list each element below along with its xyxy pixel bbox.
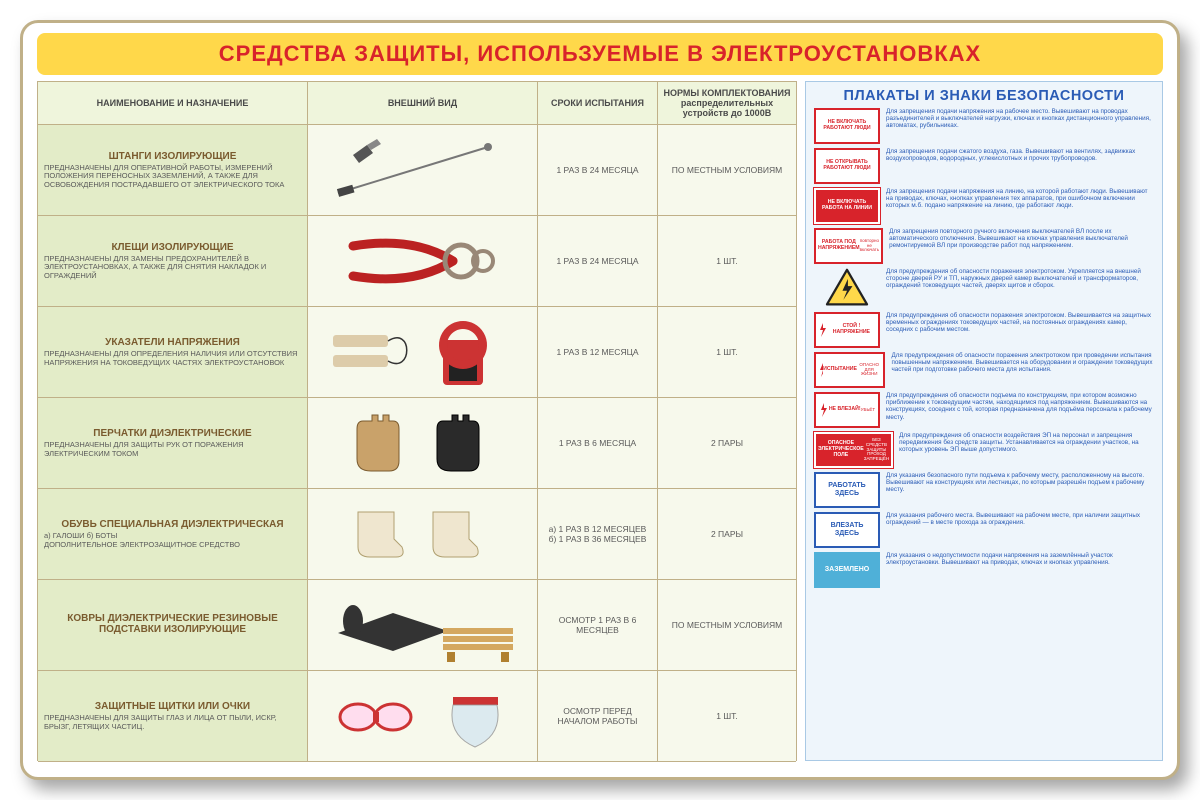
table-row: УКАЗАТЕЛИ НАПРЯЖЕНИЯ ПРЕДНАЗНАЧЕНЫ ДЛЯ О… (38, 307, 796, 398)
item-test: 1 РАЗ В 24 МЕСЯЦА (538, 125, 658, 216)
item-title: ОБУВЬ СПЕЦИАЛЬНАЯ ДИЭЛЕКТРИЧЕСКАЯ (44, 519, 301, 530)
signs-title: ПЛАКАТЫ И ЗНАКИ БЕЗОПАСНОСТИ (814, 88, 1154, 104)
item-norm: 1 ШТ. (658, 216, 796, 307)
sign-row: РАБОТАТЬ ЗДЕСЬ Для указания безопасного п… (814, 472, 1154, 508)
poster-title: СРЕДСТВА ЗАЩИТЫ, ИСПОЛЬЗУЕМЫЕ В ЭЛЕКТРОУ… (37, 33, 1163, 75)
item-image (308, 307, 538, 398)
th-view: ВНЕШНИЙ ВИД (308, 82, 538, 125)
safety-sign: ЗАЗЕМЛЕНО (814, 552, 880, 588)
sign-row: Для предупреждения об опасности поражени… (814, 268, 1154, 308)
item-title: КЛЕЩИ ИЗОЛИРУЮЩИЕ (44, 242, 301, 253)
item-norm: 1 ШТ. (658, 671, 796, 762)
item-desc: ПРЕДНАЗНАЧЕНЫ ДЛЯ ЗАЩИТЫ РУК ОТ ПОРАЖЕНИ… (44, 441, 301, 458)
item-title: ПЕРЧАТКИ ДИЭЛЕКТРИЧЕСКИЕ (44, 428, 301, 439)
item-image (308, 489, 538, 580)
safety-sign: НЕ ВКЛЮЧАТЬ РАБОТАЮТ ЛЮДИ (814, 108, 880, 144)
table-header-row: НАИМЕНОВАНИЕ И НАЗНАЧЕНИЕ ВНЕШНИЙ ВИД СР… (38, 82, 796, 125)
equipment-table: НАИМЕНОВАНИЕ И НАЗНАЧЕНИЕ ВНЕШНИЙ ВИД СР… (37, 81, 797, 761)
item-test: 1 РАЗ В 12 МЕСЯЦА (538, 307, 658, 398)
sign-description: Для указания о недопустимости подачи нап… (886, 552, 1154, 566)
poster-content: НАИМЕНОВАНИЕ И НАЗНАЧЕНИЕ ВНЕШНИЙ ВИД СР… (37, 81, 1163, 761)
item-test: ОСМОТР ПЕРЕД НАЧАЛОМ РАБОТЫ (538, 671, 658, 762)
signs-panel: ПЛАКАТЫ И ЗНАКИ БЕЗОПАСНОСТИ НЕ ВКЛЮЧАТЬ… (805, 81, 1163, 761)
sign-description: Для предупреждения об опасности поражени… (886, 312, 1154, 334)
table-row: ЗАЩИТНЫЕ ЩИТКИ ИЛИ ОЧКИ ПРЕДНАЗНАЧЕНЫ ДЛ… (38, 671, 796, 762)
sign-description: Для запрещения подачи сжатого воздуха, г… (886, 148, 1154, 162)
sign-description: Для предупреждения об опасности поражени… (891, 352, 1154, 374)
safety-sign: ОПАСНОЕ ЭЛЕКТРИЧЕСКОЕ ПОЛЕБЕЗ СРЕДСТВ ЗА… (814, 432, 893, 468)
sign-description: Для запрещения подачи напряжения на рабо… (886, 108, 1154, 130)
item-title: ШТАНГИ ИЗОЛИРУЮЩИЕ (44, 151, 301, 162)
item-desc: а) ГАЛОШИ б) БОТЫДОПОЛНИТЕЛЬНОЕ ЭЛЕКТРОЗ… (44, 532, 301, 549)
sign-description: Для запрещения подачи напряжения на лини… (886, 188, 1154, 210)
item-desc: ПРЕДНАЗНАЧЕНЫ ДЛЯ ЗАЩИТЫ ГЛАЗ И ЛИЦА ОТ … (44, 714, 301, 731)
sign-description: Для указания безопасного пути подъема к … (886, 472, 1154, 494)
item-title: ЗАЩИТНЫЕ ЩИТКИ ИЛИ ОЧКИ (44, 701, 301, 712)
sign-row: НЕ ОТКРЫВАТЬ РАБОТАЮТ ЛЮДИ Для запрещения… (814, 148, 1154, 184)
item-title: УКАЗАТЕЛИ НАПРЯЖЕНИЯ (44, 337, 301, 348)
th-norm: НОРМЫ КОМПЛЕКТОВАНИЯ распределительных у… (658, 82, 796, 125)
sign-row: ЗАЗЕМЛЕНО Для указания о недопустимости п… (814, 552, 1154, 588)
item-image (308, 580, 538, 671)
item-norm: 1 ШТ. (658, 307, 796, 398)
sign-description: Для запрещения повторного ручного включе… (889, 228, 1154, 250)
safety-sign: НЕ ВКЛЮЧАТЬ РАБОТА НА ЛИНИИ (814, 188, 880, 224)
safety-poster: СРЕДСТВА ЗАЩИТЫ, ИСПОЛЬЗУЕМЫЕ В ЭЛЕКТРОУ… (20, 20, 1180, 780)
table-row: ШТАНГИ ИЗОЛИРУЮЩИЕ ПРЕДНАЗНАЧЕНЫ ДЛЯ ОПЕ… (38, 125, 796, 216)
table-row: ОБУВЬ СПЕЦИАЛЬНАЯ ДИЭЛЕКТРИЧЕСКАЯ а) ГАЛ… (38, 489, 796, 580)
item-image (308, 125, 538, 216)
item-title: КОВРЫ ДИЭЛЕКТРИЧЕСКИЕ РЕЗИНОВЫЕПОДСТАВКИ… (44, 613, 301, 635)
table-row: ПЕРЧАТКИ ДИЭЛЕКТРИЧЕСКИЕ ПРЕДНАЗНАЧЕНЫ Д… (38, 398, 796, 489)
sign-row: НЕ ВЛЕЗАЙ!УБЬЁТДля предупреждения об опа… (814, 392, 1154, 428)
item-image (308, 398, 538, 489)
item-test: 1 РАЗ В 24 МЕСЯЦА (538, 216, 658, 307)
sign-row: НЕ ВКЛЮЧАТЬ РАБОТАЮТ ЛЮДИ Для запрещения … (814, 108, 1154, 144)
item-desc: ПРЕДНАЗНАЧЕНЫ ДЛЯ ОПЕРАТИВНОЙ РАБОТЫ, ИЗ… (44, 164, 301, 190)
safety-sign: СТОЙ ! НАПРЯЖЕНИЕ (814, 312, 880, 348)
item-image (308, 216, 538, 307)
sign-row: ВЛЕЗАТЬ ЗДЕСЬ Для указания рабочего места… (814, 512, 1154, 548)
table-row: КЛЕЩИ ИЗОЛИРУЮЩИЕ ПРЕДНАЗНАЧЕНЫ ДЛЯ ЗАМЕ… (38, 216, 796, 307)
sign-description: Для предупреждения об опасности подъема … (886, 392, 1154, 421)
th-name: НАИМЕНОВАНИЕ И НАЗНАЧЕНИЕ (38, 82, 308, 125)
sign-row: ИСПЫТАНИЕОПАСНО ДЛЯ ЖИЗНИ Для предупрежде… (814, 352, 1154, 388)
item-norm: 2 ПАРЫ (658, 489, 796, 580)
safety-sign: НЕ ВЛЕЗАЙ!УБЬЁТ (814, 392, 880, 428)
item-test: а) 1 РАЗ В 12 МЕСЯЦЕВб) 1 РАЗ В 36 МЕСЯЦ… (538, 489, 658, 580)
safety-sign: РАБОТАТЬ ЗДЕСЬ (814, 472, 880, 508)
safety-sign: ИСПЫТАНИЕОПАСНО ДЛЯ ЖИЗНИ (814, 352, 885, 388)
sign-row: РАБОТА ПОД НАПРЯЖЕНИЕМповторно не включа… (814, 228, 1154, 264)
item-desc: ПРЕДНАЗНАЧЕНЫ ДЛЯ ЗАМЕНЫ ПРЕДОХРАНИТЕЛЕЙ… (44, 255, 301, 281)
sign-description: Для предупреждения об опасности воздейст… (899, 432, 1154, 454)
item-test: 1 РАЗ В 6 МЕСЯЦА (538, 398, 658, 489)
th-test: СРОКИ ИСПЫТАНИЯ (538, 82, 658, 125)
sign-description: Для указания рабочего места. Вывешивают … (886, 512, 1154, 526)
warning-triangle-icon (814, 268, 880, 308)
table-row: КОВРЫ ДИЭЛЕКТРИЧЕСКИЕ РЕЗИНОВЫЕПОДСТАВКИ… (38, 580, 796, 671)
item-norm: ПО МЕСТНЫМ УСЛОВИЯМ (658, 125, 796, 216)
sign-row: СТОЙ ! НАПРЯЖЕНИЕ Для предупреждения об о… (814, 312, 1154, 348)
item-norm: ПО МЕСТНЫМ УСЛОВИЯМ (658, 580, 796, 671)
item-image (308, 671, 538, 762)
safety-sign: ВЛЕЗАТЬ ЗДЕСЬ (814, 512, 880, 548)
item-desc: ПРЕДНАЗНАЧЕНЫ ДЛЯ ОПРЕДЕЛЕНИЯ НАЛИЧИЯ ИЛ… (44, 350, 301, 367)
sign-row: ОПАСНОЕ ЭЛЕКТРИЧЕСКОЕ ПОЛЕБЕЗ СРЕДСТВ ЗА… (814, 432, 1154, 468)
safety-sign: НЕ ОТКРЫВАТЬ РАБОТАЮТ ЛЮДИ (814, 148, 880, 184)
sign-row: НЕ ВКЛЮЧАТЬ РАБОТА НА ЛИНИИ Для запрещени… (814, 188, 1154, 224)
sign-description: Для предупреждения об опасности поражени… (886, 268, 1154, 290)
item-test: ОСМОТР 1 РАЗ В 6 МЕСЯЦЕВ (538, 580, 658, 671)
safety-sign: РАБОТА ПОД НАПРЯЖЕНИЕМповторно не включа… (814, 228, 883, 264)
item-norm: 2 ПАРЫ (658, 398, 796, 489)
